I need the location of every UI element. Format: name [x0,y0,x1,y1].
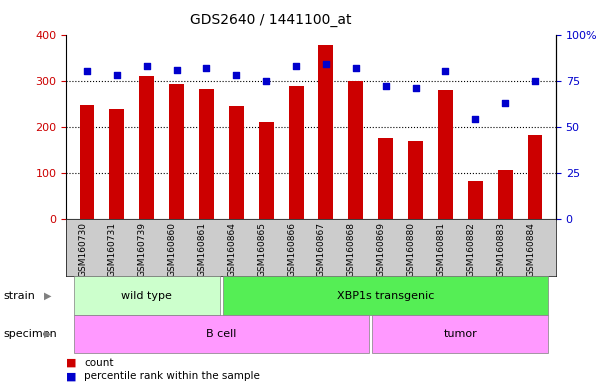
Text: wild type: wild type [121,291,172,301]
Text: count: count [84,358,114,368]
Text: percentile rank within the sample: percentile rank within the sample [84,371,260,381]
Point [291,63,301,69]
Text: GSM160884: GSM160884 [526,222,535,276]
Point [381,83,391,89]
Text: ▶: ▶ [44,291,51,301]
Text: XBP1s transgenic: XBP1s transgenic [337,291,435,301]
Bar [139,76,154,219]
Text: specimen: specimen [3,329,56,339]
Text: GSM160730: GSM160730 [78,222,87,277]
Text: GSM160882: GSM160882 [466,222,475,276]
Text: GSM160860: GSM160860 [168,222,177,277]
Text: GSM160739: GSM160739 [138,222,147,277]
Text: strain: strain [3,291,35,301]
Text: GSM160864: GSM160864 [227,222,236,276]
Point [231,72,241,78]
Text: GSM160866: GSM160866 [287,222,296,277]
Bar [229,106,244,219]
Point [501,100,510,106]
Point [351,65,361,71]
Bar [169,84,184,219]
Bar [288,86,304,219]
Point [261,78,271,84]
Text: GSM160883: GSM160883 [496,222,505,277]
Bar [199,89,214,219]
Text: GSM160865: GSM160865 [257,222,266,277]
Point [530,78,540,84]
Bar [408,141,423,219]
Bar [468,180,483,219]
Point [82,68,92,74]
Point [112,72,121,78]
Bar [528,135,543,219]
Point [142,63,151,69]
Point [172,66,182,73]
Bar [349,81,363,219]
Text: ■: ■ [66,371,76,381]
Bar [79,104,94,219]
Point [471,116,480,122]
Point [441,68,450,74]
Text: GSM160868: GSM160868 [347,222,356,277]
Text: GSM160869: GSM160869 [377,222,386,277]
Text: GSM160880: GSM160880 [406,222,415,277]
Text: GSM160881: GSM160881 [436,222,445,277]
Point [410,85,420,91]
Text: ▶: ▶ [44,329,51,339]
Bar [498,170,513,219]
Bar [259,122,273,219]
Text: GSM160731: GSM160731 [108,222,117,277]
Text: GSM160861: GSM160861 [198,222,207,277]
Text: GSM160867: GSM160867 [317,222,326,277]
Text: tumor: tumor [444,329,477,339]
Point [202,65,212,71]
Bar [109,109,124,219]
Point [321,61,331,67]
Text: B cell: B cell [206,329,237,339]
Text: GDS2640 / 1441100_at: GDS2640 / 1441100_at [190,13,351,27]
Bar [438,90,453,219]
Bar [319,45,334,219]
Bar [378,138,393,219]
Text: ■: ■ [66,358,76,368]
